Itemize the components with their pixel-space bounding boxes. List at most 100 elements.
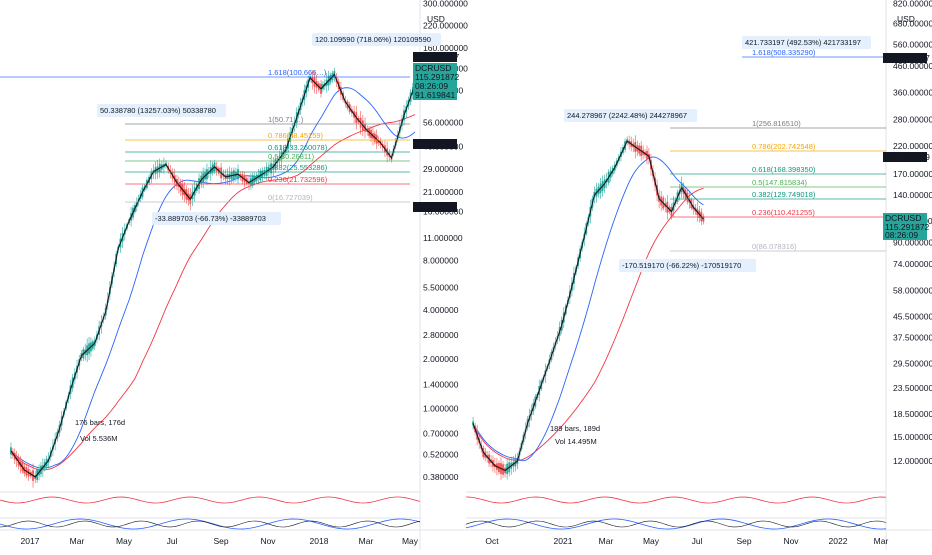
y-tick-label: 29.500000 (893, 359, 932, 369)
x-tick-label: Nov (783, 536, 799, 546)
price-label-box (883, 222, 927, 232)
annotation-box (619, 259, 757, 272)
x-tick-label: Mar (70, 536, 85, 546)
annotation-box (564, 109, 698, 122)
annotation-text: 244.278967 (2242.48%) 244278967 (567, 111, 687, 120)
price-label-box (413, 81, 457, 91)
x-tick-label: Jul (692, 536, 703, 546)
y-tick-label: 58.000000 (893, 285, 932, 295)
y-tick-label: 90.000000 (893, 238, 932, 248)
annotation-text: 120.109590 (718.06%) 120109590 (315, 35, 431, 44)
price-label-text: 115.291872 (885, 222, 930, 232)
y-tick-label: 1.000000 (423, 403, 459, 413)
fib-level-label: 0.786(202.742548) (752, 142, 816, 151)
y-tick-label: 11.000000 (423, 233, 463, 243)
y-tick-label: 29.000000 (423, 164, 463, 174)
right-chart: 820.000000 680.000000 560.000000 460.000000… (465, 0, 932, 550)
annotation-box (742, 36, 871, 49)
y-tick-label: 74.000000 (893, 259, 932, 269)
price-label-box (413, 72, 457, 82)
annotation-text: -170.519170 (-66.22%) -170519170 (622, 261, 741, 270)
x-tick-label: Oct (485, 536, 499, 546)
y-tick-label: 21.000000 (423, 187, 463, 197)
y-tick-label: 140.000000 (893, 190, 932, 200)
y-tick-label: 0.520000 (423, 450, 459, 460)
x-tick-label: 2021 (554, 536, 573, 546)
fib-level-label: 0.236(21.732596) (268, 175, 328, 184)
y-tick-label: 23.500000 (893, 383, 932, 393)
y-tick-label: 8.000000 (423, 256, 459, 266)
price-label-box (413, 202, 457, 212)
y-tick-label: 300.000000 (423, 0, 468, 8)
y-tick-label: 820.000000 (893, 0, 932, 8)
price-label-text: 202.492669 (885, 152, 930, 162)
fib-level-label: 0(86.078316) (752, 242, 797, 251)
fib-level-label: 0.5(30.26811) (268, 152, 315, 161)
oscillator-line (465, 496, 887, 504)
price-label-text: 40.155590 (415, 139, 455, 149)
x-tick-label: 2022 (829, 536, 848, 546)
fib-level-label: 0.382(129.749018) (752, 190, 816, 199)
annotation-text: 421.733197 (492.53%) 421733197 (745, 38, 861, 47)
price-label-text: 135.511617 (415, 52, 460, 62)
oscillator-line (0, 518, 421, 530)
fib-level-label: 0.618(168.398350) (752, 165, 816, 174)
price-label-box (413, 52, 457, 62)
y-unit-label: USD (897, 14, 915, 24)
x-tick-label: 2017 (21, 536, 40, 546)
annotation-box (97, 104, 226, 117)
price-label-box (413, 63, 457, 73)
price-label-text: 16.727039 (415, 202, 455, 212)
oscillator-line (465, 518, 887, 530)
price-label-box (883, 53, 927, 63)
moving-average-blue (10, 87, 416, 469)
y-tick-label: 1.400000 (423, 379, 459, 389)
oscillator-line (465, 520, 887, 528)
price-label-box (883, 230, 927, 240)
annotation-text: -33.889703 (-66.73%) -33889703 (155, 214, 266, 223)
x-tick-label: May (643, 536, 660, 546)
y-tick-label: 170.000000 (893, 169, 932, 179)
annotation-text: 50.338780 (13257.03%) 50338780 (100, 106, 216, 115)
oscillator-line (0, 520, 421, 528)
y-tick-label: 5.500000 (423, 282, 459, 292)
fib-level-label: 1(256.816510) (752, 119, 801, 128)
y-unit-label: USD (427, 14, 445, 24)
x-tick-label: Nov (260, 536, 276, 546)
price-label-box (883, 213, 927, 223)
fib-level-label: 0.5(147.815834) (752, 178, 808, 187)
annotation-box (152, 212, 281, 225)
price-label-text: 08:26:09 (885, 230, 918, 240)
y-tick-label: 280.000000 (893, 115, 932, 125)
fib-level-label: 0.382(25.553286) (268, 163, 328, 172)
price-label-text: 08:26:09 (415, 81, 448, 91)
price-label-text: DCRUSD (415, 63, 451, 73)
y-tick-label: 360.000000 (893, 88, 932, 98)
fib-level-label: 1.618(508.335290) (752, 48, 816, 57)
y-tick-label: 18.500000 (893, 409, 932, 419)
price-label-text: 507.359747 (885, 53, 930, 63)
y-tick-label: 45.500000 (893, 312, 932, 322)
x-tick-label: Mar (874, 536, 889, 546)
price-label-box (883, 152, 927, 162)
fib-level-label: 0.236(110.421255) (752, 208, 815, 217)
fib-level-label: 1(50.71…) (268, 115, 304, 124)
y-tick-label: 2.800000 (423, 330, 459, 340)
y-tick-label: 680.000000 (893, 19, 932, 29)
y-tick-label: 37.500000 (893, 333, 932, 343)
y-tick-label: 220.000000 (893, 141, 932, 151)
x-tick-label: Sep (213, 536, 228, 546)
y-tick-label: 0.380000 (423, 472, 459, 482)
annotation-text: 189 bars, 189d (550, 424, 600, 433)
price-label-text: 91.619841 (415, 90, 455, 100)
x-tick-label: 2018 (310, 536, 329, 546)
annotation-text: 176 bars, 176d (75, 418, 125, 427)
annotation-box (312, 33, 441, 46)
y-tick-label: 4.000000 (423, 305, 459, 315)
price-label-box (413, 139, 457, 149)
y-tick-label: 160.000000 (423, 43, 468, 53)
price-label-text: DCRUSD (885, 213, 921, 223)
y-tick-label: 56.000000 (423, 117, 463, 127)
